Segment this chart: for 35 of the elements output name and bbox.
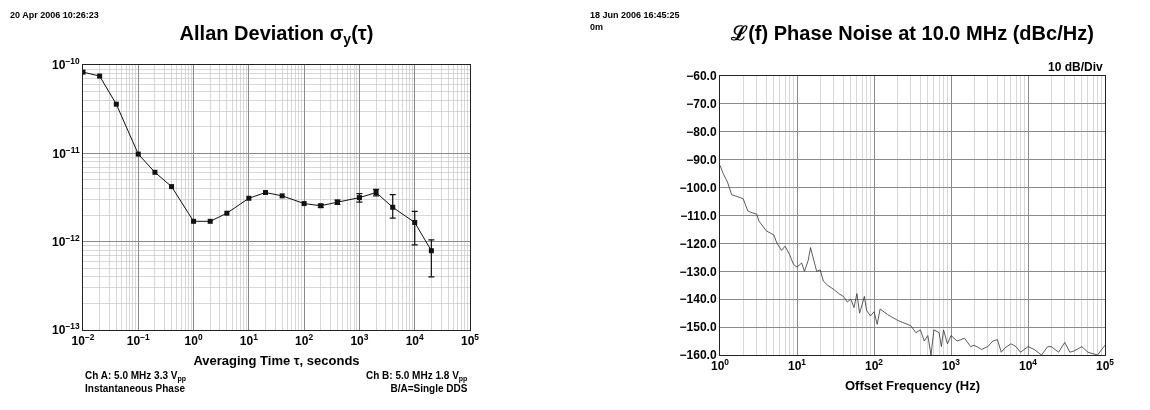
text: Ch A: 5.0 MHz 3.3 V$_{pp}$ Instantaneous Phase	[85, 370, 186, 394]
y-tick-label: −100.0	[679, 180, 717, 195]
y-tick-label: −150.0	[679, 320, 717, 335]
x-tick-label: 10$^{3}$	[941, 357, 961, 374]
x-tick-label: 10$^{3}$	[350, 332, 369, 349]
y-tick-label: −90.0	[686, 152, 717, 167]
y-tick-label: −120.0	[679, 236, 717, 251]
x-axis-title: Averaging Time τ, seconds	[193, 353, 360, 368]
y-tick-label: −60.0	[686, 69, 717, 84]
y-tick-label: −130.0	[679, 264, 717, 279]
y-tick-label: −110.0	[680, 208, 717, 223]
y-tick-label: 10$^{−10}$	[52, 56, 80, 73]
x-tick-label: 10$^{−2}$	[71, 332, 95, 349]
y-tick-label: −80.0	[686, 125, 717, 139]
chart-title: ℒ(f) Phase Noise at 10.0 MHz (dBc/Hz)	[730, 22, 1094, 45]
chart-subtitle: 10 dB/Div	[1048, 60, 1104, 74]
y-tick-label: 10$^{−12}$	[52, 232, 80, 249]
x-tick-label: 10$^{5}$	[460, 332, 480, 349]
text: Ch B: 5.0 MHz 1.8 V$_{pp}$ B/A=Single DDS	[366, 370, 468, 394]
x-tick-label: 10$^{0}$	[184, 332, 203, 349]
y-tick-label: 10$^{−11}$	[52, 144, 80, 161]
x-tick-label: 10$^{4}$	[405, 332, 425, 349]
x-tick-label: 10$^{1}$	[239, 332, 259, 349]
x-tick-label: 10$^{2}$	[295, 332, 314, 349]
text: 20 Apr 2006 10:26:23	[10, 10, 99, 20]
y-tick-label: −70.0	[686, 97, 717, 112]
x-tick-label: 10$^{−1}$	[126, 332, 151, 349]
y-tick-label: −140.0	[679, 292, 717, 307]
x-tick-label: 10$^{1}$	[787, 357, 807, 374]
text: 18 Jun 2006 16:45:25 0m	[590, 10, 680, 32]
x-tick-label: 10$^{5}$	[1095, 357, 1115, 374]
x-tick-label: 10$^{2}$	[864, 357, 884, 374]
x-tick-label: 10$^{4}$	[1018, 357, 1038, 374]
chart-title: Allan Deviation σ$_{y}$(τ)	[179, 22, 374, 48]
x-axis-title: Offset Frequency (Hz)	[844, 378, 981, 393]
